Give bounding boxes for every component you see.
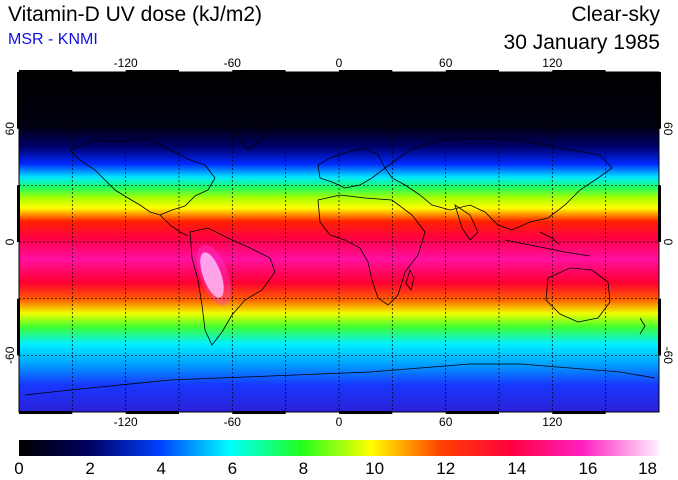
lon-tick-bottom: 120 [542, 415, 562, 429]
map-date: 30 January 1985 [503, 31, 660, 54]
colorbar [19, 440, 659, 456]
lon-tick-bottom: 60 [439, 415, 453, 429]
lon-tick-bottom: -120 [114, 415, 138, 429]
lat-tick-left: -60 [3, 346, 17, 364]
sky-condition-label: Clear-sky [571, 3, 660, 26]
colorbar-label: 10 [365, 459, 384, 478]
graticule [19, 72, 659, 412]
colorbar-label: 8 [299, 459, 308, 478]
uv-dose-field [19, 72, 659, 412]
colorbar-label: 14 [507, 459, 526, 478]
lon-tick-top: -60 [224, 56, 242, 70]
map-title: Vitamin-D UV dose (kJ/m2) [8, 3, 263, 26]
colorbar-label: 18 [638, 459, 657, 478]
colorbar-label: 0 [14, 459, 23, 478]
lat-tick-right: -60 [661, 347, 675, 365]
colorbar-label: 2 [85, 459, 94, 478]
map-border-bars [17, 70, 661, 414]
lat-tick-left: 60 [3, 122, 17, 136]
lat-tick-left: 0 [3, 238, 17, 245]
colorbar-label: 12 [436, 459, 455, 478]
lat-tick-right: 60 [661, 122, 675, 136]
colorbar-label: 4 [156, 459, 165, 478]
lon-tick-top: 0 [336, 56, 343, 70]
lon-tick-bottom: 0 [336, 415, 343, 429]
lon-tick-top: 60 [439, 56, 453, 70]
colorbar-label: 6 [228, 459, 237, 478]
colorbar-label: 16 [578, 459, 597, 478]
lon-tick-top: -120 [114, 56, 138, 70]
lon-tick-bottom: -60 [224, 415, 242, 429]
lon-tick-top: 120 [542, 56, 562, 70]
lat-tick-right: 0 [661, 239, 675, 246]
coastlines [24, 114, 656, 396]
data-source-label: MSR - KNMI [8, 31, 98, 48]
